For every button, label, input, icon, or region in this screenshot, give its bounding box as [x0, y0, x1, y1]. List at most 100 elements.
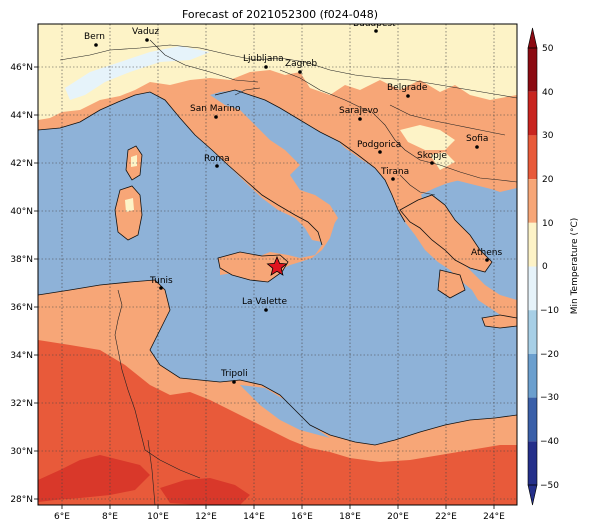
y-tick-label: 36°N	[10, 303, 33, 313]
x-tick-label: 10°E	[147, 512, 169, 522]
x-tick-label: 22°E	[435, 512, 457, 522]
colorbar-tick-label: −40	[540, 437, 559, 447]
city-label-sarajevo: Sarajevo	[339, 106, 379, 116]
colorbar-max-arrow	[527, 27, 538, 49]
colorbar-tick-label: −30	[540, 393, 559, 403]
italian-peninsula	[160, 92, 325, 242]
y-tick-label: 44°N	[10, 111, 33, 121]
city-dot-sarajevo	[358, 117, 362, 121]
city-label-belgrade: Belgrade	[387, 83, 428, 93]
colorbar-segment	[528, 48, 537, 92]
city-label-tripoli: Tripoli	[220, 369, 248, 379]
gulf-of-sidra	[240, 385, 330, 438]
forecast-location-star-icon	[266, 255, 288, 276]
peloponnese	[438, 270, 465, 298]
city-dot-tirana	[391, 177, 395, 181]
city-dot-skopje	[430, 161, 434, 165]
city-dot-athens	[485, 258, 489, 262]
tyrrhenian-sea	[38, 120, 305, 290]
apulia-region	[300, 195, 338, 230]
colorbar-tick-label: 0	[542, 262, 548, 272]
colorbar-tick-label: 10	[542, 219, 554, 229]
city-label-tunis: Tunis	[149, 276, 173, 286]
x-tick-label: 16°E	[291, 512, 313, 522]
city-dot-roma	[215, 164, 219, 168]
city-label-roma: Roma	[204, 154, 230, 164]
colorbar-tick-label: −10	[540, 306, 559, 316]
crete-island	[482, 315, 517, 328]
city-label-sofia: Sofia	[466, 134, 488, 144]
colorbar-tick-label: 30	[542, 131, 554, 141]
city-label-podgorica: Podgorica	[357, 140, 401, 150]
city-markers	[94, 29, 489, 384]
y-tick-label: 38°N	[10, 255, 33, 265]
city-dot-tripoli	[232, 380, 236, 384]
city-dot-tunis	[159, 286, 163, 290]
colorbar-min-arrow	[527, 484, 538, 506]
city-dot-la-valette	[264, 308, 268, 312]
city-dot-podgorica	[378, 150, 382, 154]
city-label-san-marino: San Marino	[190, 104, 241, 114]
city-dot-sofia	[475, 145, 479, 149]
colorbar-tick-label: 50	[542, 44, 554, 54]
city-label-tirana: Tirana	[380, 167, 409, 177]
city-label-budapest: Budapest	[353, 19, 396, 29]
y-tick-label: 34°N	[10, 351, 33, 361]
city-label-athens: Athens	[471, 248, 502, 258]
greece-land	[400, 195, 492, 272]
y-tick-label: 42°N	[10, 159, 33, 169]
city-dot-bern	[94, 43, 98, 47]
colorbar-tick-label: −50	[540, 481, 559, 491]
colorbar-segment	[528, 441, 537, 485]
x-tick-label: 6°E	[54, 512, 70, 522]
colorbar-segment	[528, 135, 537, 180]
x-tick-label: 18°E	[339, 512, 361, 522]
city-dot-vaduz	[145, 38, 149, 42]
city-label-ljubljana: Ljubljana	[243, 54, 284, 64]
city-label-skopje: Skopje	[417, 151, 447, 161]
y-tick-label: 40°N	[10, 207, 33, 217]
corsica-cool-patch	[131, 155, 137, 167]
x-tick-label: 20°E	[387, 512, 409, 522]
y-tick-label: 28°N	[10, 495, 33, 505]
city-label-vaduz: Vaduz	[132, 27, 159, 37]
y-tick-label: 46°N	[10, 63, 33, 73]
y-tick-label: 32°N	[10, 399, 33, 409]
city-label-la-valette: La Valette	[242, 297, 287, 307]
colorbar-frame	[527, 47, 538, 486]
figure-title: Forecast of 2021052300 (f024-048)	[182, 8, 378, 21]
x-tick-label: 14°E	[243, 512, 265, 522]
sardinia-cool-patch	[125, 198, 134, 212]
y-tick-label: 30°N	[10, 447, 33, 457]
colorbar-ticks: 50 40 30 20 10 0 −10 −20 −30 −40 −50	[540, 44, 559, 491]
balkan-land	[330, 100, 517, 210]
macedonia-cool-patch	[430, 152, 455, 170]
hot-land-band	[38, 340, 517, 505]
colorbar-segment	[528, 179, 537, 223]
colorbar	[528, 48, 537, 485]
colorbar-segment	[528, 222, 537, 267]
colorbar-tick-label: −20	[540, 350, 559, 360]
colorbar-segment	[528, 91, 537, 136]
colorbar-tick-label: 40	[542, 88, 554, 98]
x-tick-label: 8°E	[102, 512, 118, 522]
colorbar-label: Min Temperature (°C)	[570, 218, 580, 315]
city-dot-ljubljana	[264, 65, 268, 69]
coastlines	[38, 89, 517, 446]
colorbar-segment	[528, 353, 537, 398]
sardinia-island	[115, 186, 142, 240]
country-borders	[59, 39, 517, 505]
colorbar-segment	[528, 397, 537, 442]
colorbar-segment	[528, 310, 537, 354]
colorbar-tick-label: 20	[542, 175, 554, 185]
city-dot-budapest	[374, 29, 378, 33]
x-tick-label: 24°E	[483, 512, 505, 522]
map-frame	[37, 23, 518, 506]
very-hot-patch-west	[38, 455, 150, 502]
adriatic-sea	[215, 90, 385, 190]
city-label-zagreb: Zagreb	[285, 59, 317, 69]
city-dot-san-marino	[214, 115, 218, 119]
sicily-island	[218, 252, 288, 282]
very-hot-patch-central	[160, 478, 250, 505]
colorbar-segment	[528, 266, 537, 311]
